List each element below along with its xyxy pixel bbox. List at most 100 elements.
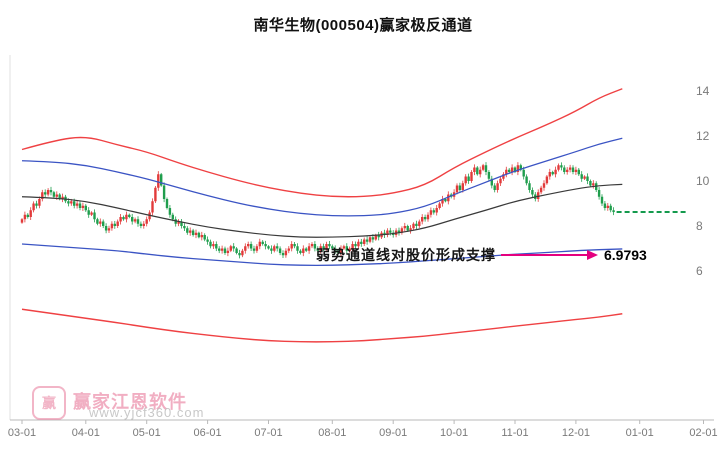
candle — [606, 202, 609, 211]
channel-line-lower-blue-support — [21, 243, 623, 267]
x-axis-label: 07-01 — [254, 427, 282, 439]
candle — [336, 249, 340, 255]
candle — [276, 243, 279, 252]
candle — [61, 193, 64, 203]
candle — [441, 195, 444, 207]
candle — [249, 241, 253, 252]
candle — [154, 185, 157, 204]
candle — [244, 243, 247, 254]
candle — [160, 172, 163, 187]
candle — [232, 243, 235, 252]
candle — [522, 166, 525, 180]
brand-logo-glyph: 赢 — [42, 395, 56, 411]
candle — [212, 241, 215, 249]
candle — [136, 216, 140, 227]
candle — [597, 187, 601, 200]
candle — [363, 237, 366, 247]
candle — [403, 222, 406, 232]
candle — [258, 238, 261, 250]
candle — [267, 245, 270, 250]
candle — [52, 190, 56, 199]
candle — [177, 219, 180, 227]
candle — [299, 249, 302, 255]
candle — [418, 219, 421, 228]
candle — [368, 235, 372, 244]
candle — [29, 207, 32, 220]
candle — [354, 241, 357, 249]
candle — [226, 247, 230, 257]
candle — [415, 220, 418, 230]
candle — [476, 166, 479, 176]
candle — [296, 243, 299, 254]
candle — [528, 180, 531, 193]
x-axis-label: 06-01 — [194, 427, 222, 439]
candle — [107, 225, 111, 233]
candle — [44, 189, 47, 198]
candle — [322, 243, 325, 252]
candle — [557, 163, 560, 172]
watermark-url: www.yjcf360.com — [89, 405, 205, 420]
candle — [571, 165, 575, 175]
candle — [209, 239, 212, 249]
candle — [438, 201, 441, 210]
candle — [284, 248, 288, 258]
candle — [548, 168, 551, 180]
candle — [583, 175, 586, 181]
candle — [162, 182, 166, 203]
candle — [331, 244, 334, 251]
candle — [35, 200, 38, 209]
candle — [128, 213, 131, 219]
candle — [574, 166, 578, 175]
candle — [84, 204, 87, 212]
candle — [339, 245, 343, 257]
candle — [238, 249, 241, 259]
candle — [278, 246, 282, 256]
candle — [281, 250, 285, 259]
candle — [99, 218, 102, 227]
x-axis-label: 03-01 — [8, 427, 36, 439]
candle — [580, 171, 583, 182]
candle — [397, 227, 401, 236]
candle — [479, 166, 482, 178]
candle — [490, 175, 493, 189]
candle — [20, 218, 24, 224]
candle — [151, 198, 154, 216]
candle — [102, 219, 105, 229]
x-axis-label: 08-01 — [318, 427, 346, 439]
candle — [78, 201, 82, 211]
candle — [125, 211, 128, 223]
candle — [537, 189, 540, 202]
candle — [168, 204, 172, 218]
candle — [23, 211, 27, 223]
candle — [218, 246, 221, 254]
support-price-value: 6.9793 — [604, 247, 647, 263]
candle — [351, 241, 354, 252]
annotation-text: 弱势通道线对股价形成支撑 — [316, 247, 496, 263]
candle — [592, 180, 595, 189]
candle — [542, 180, 546, 191]
candle — [133, 217, 137, 224]
candle — [328, 241, 331, 250]
candle — [189, 227, 192, 236]
candle — [560, 162, 563, 171]
candle — [293, 242, 296, 249]
candle — [287, 246, 290, 254]
candle — [545, 175, 549, 185]
candle — [104, 223, 108, 234]
candle — [539, 185, 543, 195]
channel-line-outer-resistance-red — [21, 88, 623, 198]
candle — [49, 186, 53, 196]
candle — [197, 231, 201, 239]
candle — [334, 245, 337, 254]
candle — [223, 246, 227, 255]
candle — [241, 248, 244, 258]
candle — [200, 231, 203, 241]
candle — [75, 200, 79, 209]
channel-line-outer-support-red — [21, 308, 623, 343]
candle — [412, 222, 415, 230]
candle — [264, 240, 267, 250]
x-axis-label: 02-01 — [689, 427, 717, 439]
candle — [90, 211, 93, 216]
candle — [342, 244, 346, 251]
